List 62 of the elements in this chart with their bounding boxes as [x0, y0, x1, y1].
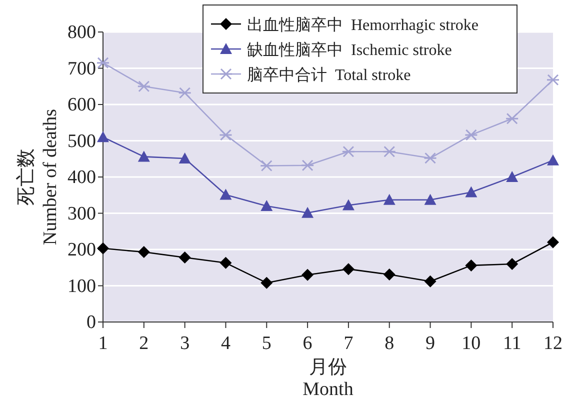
point: [97, 242, 109, 254]
y-tick-label: 100: [68, 276, 96, 297]
x-tick-label: 8: [384, 333, 394, 354]
x-tick-label: 3: [180, 333, 190, 354]
point: [547, 236, 559, 248]
y-tick-label: 400: [68, 167, 96, 188]
legend-label: 出血性脑卒中 Hemorrhagic stroke: [247, 16, 479, 34]
point: [506, 258, 518, 270]
point: [220, 256, 232, 269]
point: [178, 87, 192, 99]
point: [383, 268, 396, 281]
x-tick-label: 10: [462, 333, 481, 354]
point: [546, 74, 560, 86]
point: [178, 251, 191, 264]
y-tick-label: 200: [68, 240, 96, 260]
y-tick-label: 800: [68, 22, 96, 43]
point: [424, 152, 438, 164]
point: [506, 171, 518, 182]
point: [138, 246, 150, 258]
y-tick-label: 700: [68, 58, 96, 80]
x-tick-label: 2: [139, 333, 149, 354]
y-tick-label: 600: [68, 94, 96, 116]
point: [137, 80, 151, 92]
point: [342, 263, 354, 276]
point: [424, 194, 436, 205]
x-axis-title: 月份 Month: [302, 357, 354, 400]
point: [300, 160, 314, 172]
point: [220, 188, 232, 200]
point: [465, 186, 478, 198]
x-tick-label: 12: [544, 333, 562, 354]
legend-label: 缺血性脑卒中 Ischemic stroke: [247, 41, 452, 59]
x-tick-label: 9: [426, 333, 436, 354]
x-tick-label: 7: [344, 333, 354, 354]
point: [465, 259, 478, 272]
x-tick-label: 11: [502, 333, 522, 354]
point: [505, 112, 519, 124]
point: [260, 160, 274, 172]
point: [218, 129, 232, 141]
point: [260, 276, 273, 289]
point: [260, 200, 273, 211]
x-tick-label: 4: [220, 333, 231, 354]
x-tick-label: 5: [262, 333, 272, 354]
point: [342, 199, 354, 210]
point: [382, 146, 396, 158]
point: [424, 275, 436, 288]
point: [138, 150, 150, 162]
point: [178, 152, 191, 164]
point: [302, 206, 314, 218]
point: [342, 146, 356, 158]
point: [96, 57, 110, 69]
y-tick-label: 500: [68, 130, 96, 152]
point: [97, 131, 109, 142]
x-tick-label: 1: [98, 333, 108, 354]
point: [464, 129, 478, 141]
x-tick-label: 6: [302, 333, 312, 354]
legend-label: 脑卒中合计 Total stroke: [247, 66, 411, 84]
y-tick-label: 0: [86, 312, 96, 333]
point: [547, 154, 559, 166]
y-tick-label: 300: [68, 203, 96, 224]
point: [383, 194, 396, 205]
point: [302, 268, 314, 281]
y-axis-title: 死亡数 Number of deaths: [15, 108, 61, 246]
